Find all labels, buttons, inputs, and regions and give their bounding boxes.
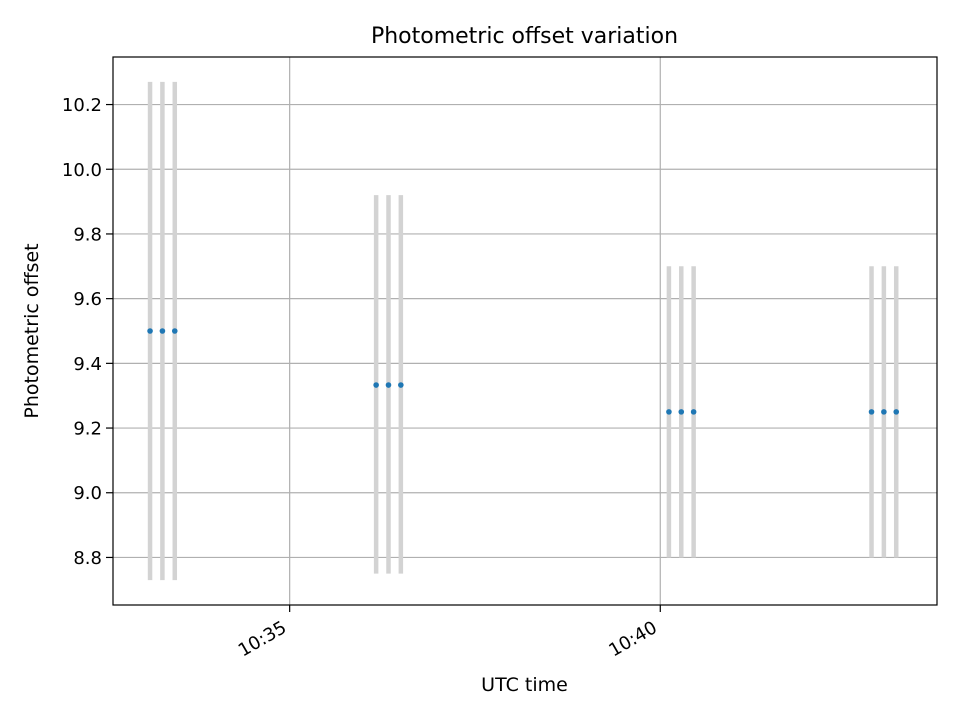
y-axis-ticks: 8.8 9.0 9.2 9.4 9.6 9.8 10.0 10.2 <box>62 95 113 569</box>
data-point <box>666 409 672 415</box>
data-point <box>868 409 875 415</box>
plot-frame <box>112 56 938 606</box>
data-point <box>373 382 379 388</box>
y-tick-label: 9.0 <box>73 483 102 504</box>
grid <box>113 57 937 605</box>
data-point <box>893 409 900 415</box>
data-point <box>398 382 404 388</box>
data-point <box>385 382 392 388</box>
data-point <box>171 328 178 334</box>
data-points <box>147 328 900 415</box>
x-axis-label: UTC time <box>481 674 568 696</box>
y-tick-label: 9.6 <box>73 289 102 310</box>
y-axis-label: Photometric offset <box>21 243 43 418</box>
y-tick-label: 8.8 <box>73 548 102 569</box>
chart-title: Photometric offset variation <box>371 24 678 49</box>
y-tick-label: 9.4 <box>73 354 102 375</box>
y-tick-label: 10.0 <box>62 160 102 181</box>
data-point <box>881 409 887 415</box>
data-point <box>159 328 166 334</box>
y-tick-label: 10.2 <box>62 95 102 116</box>
y-tick-label: 9.8 <box>73 224 102 245</box>
data-point <box>690 409 697 415</box>
data-point <box>147 328 153 334</box>
y-tick-label: 9.2 <box>73 419 102 440</box>
data-point <box>678 409 685 415</box>
